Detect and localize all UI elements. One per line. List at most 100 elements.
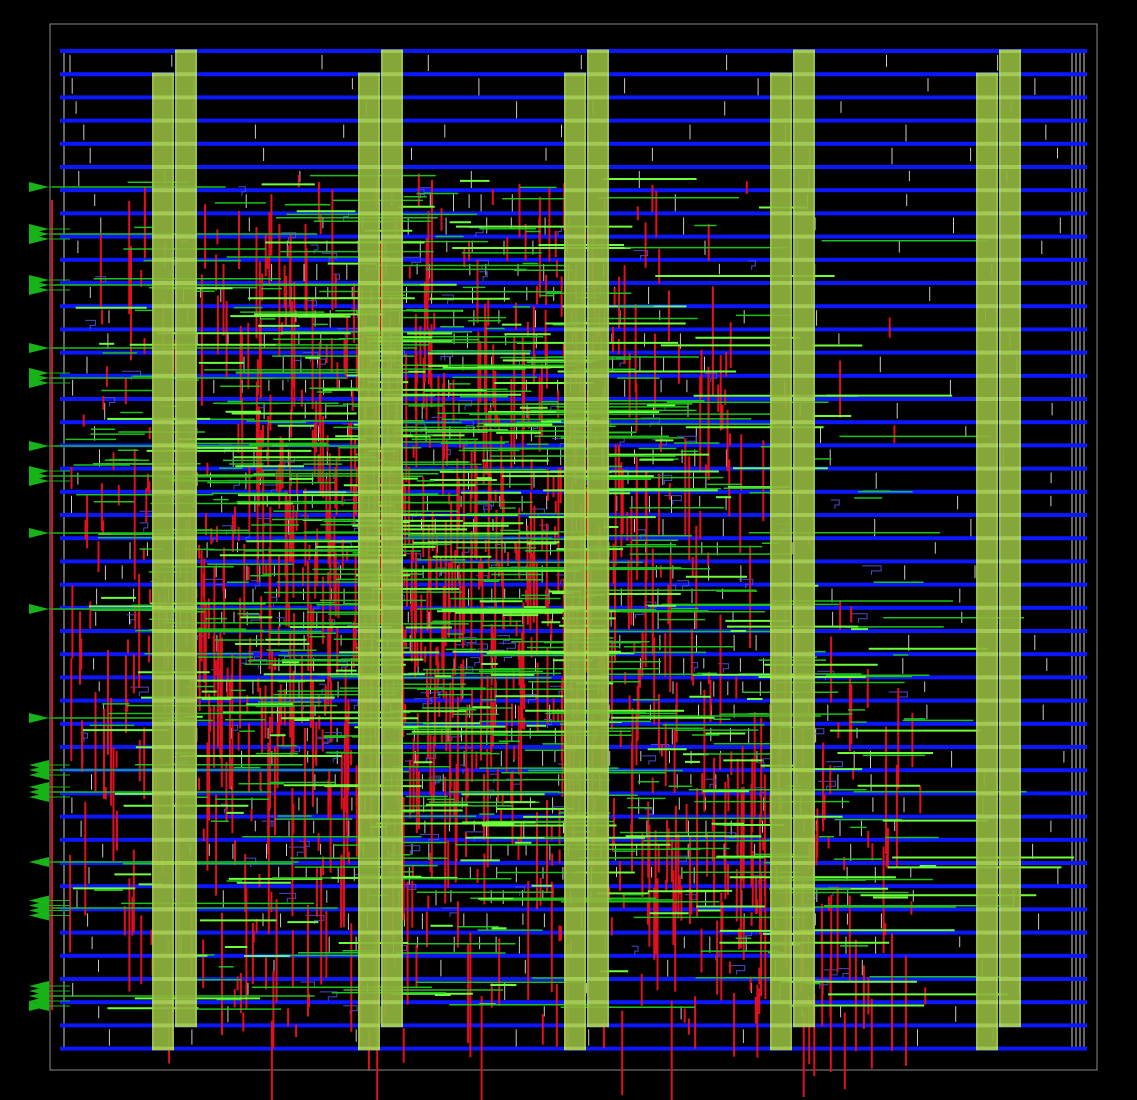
stripe-rail-via (152, 118, 174, 123)
via-shape (319, 991, 338, 1001)
stripe-rail-via (770, 930, 792, 935)
stripe-rail-via (358, 420, 380, 425)
stripe-rail-via (587, 118, 609, 123)
stripe-rail-via (175, 257, 197, 262)
stripe-rail-via (381, 72, 403, 77)
via-shape (479, 271, 488, 281)
stripe-rail-via (175, 582, 197, 587)
stripe-rail-via (587, 884, 609, 889)
via-shape (850, 613, 868, 623)
stripe-rail-via (999, 234, 1021, 239)
stripe-rail-via (793, 675, 815, 680)
via-shape (631, 945, 639, 956)
stripe-rail-via (999, 327, 1021, 332)
stripe-rail-via (381, 466, 403, 471)
stripe-rail-via (381, 930, 403, 935)
stripe-rail-via (770, 466, 792, 471)
power-rail (60, 49, 1087, 53)
via-shape (748, 260, 756, 270)
stripe-rail-via (152, 397, 174, 401)
stripe-rail-via (381, 884, 403, 889)
stripe-rail-via (381, 953, 403, 958)
stripe-rail-via (381, 907, 403, 912)
stripe-rail-via (999, 721, 1021, 726)
stripe-rail-via (976, 907, 998, 912)
stripe-rail-via (358, 513, 380, 517)
stripe-rail-via (381, 721, 403, 726)
stripe-rail-via (793, 652, 815, 657)
stripe-rail-via (793, 513, 815, 517)
stripe-rail-via (793, 281, 815, 285)
stripe-rail-via (587, 698, 609, 703)
stripe-rail-via (381, 745, 403, 749)
stripe-rail-via (152, 559, 174, 564)
stripe-rail-via (793, 443, 815, 448)
stripe-rail-via (564, 420, 586, 425)
stripe-rail-via (175, 373, 197, 378)
via-shape (279, 892, 297, 903)
stripe-rail-via (175, 350, 197, 355)
stripe-rail-via (358, 652, 380, 657)
via-shape (242, 614, 261, 624)
stripe-rail-via (358, 559, 380, 564)
stripe-rail-via (564, 745, 586, 749)
stripe-rail-via (999, 281, 1021, 285)
stripe-rail-via (152, 1046, 174, 1051)
power-stripe (793, 50, 815, 1027)
stripe-rail-via (152, 95, 174, 100)
stripe-rail-via (770, 1023, 792, 1028)
via-shape (642, 755, 657, 765)
io-pin-output-icon (29, 857, 49, 867)
stripe-rail-via (587, 536, 609, 541)
stripe-rail-via (587, 582, 609, 587)
stripe-rail-via (999, 791, 1021, 796)
stripe-rail-via (175, 814, 197, 819)
stripe-rail-via (358, 884, 380, 889)
stripe-rail-via (152, 443, 174, 448)
stripe-rail-via (770, 953, 792, 958)
via-shape (281, 232, 296, 242)
stripe-rail-via (564, 281, 586, 285)
stripe-rail-via (793, 629, 815, 633)
stripe-rail-via (175, 605, 197, 610)
power-stripe-pair (770, 49, 815, 1051)
stripe-rail-via (152, 582, 174, 587)
stripe-rail-via (770, 443, 792, 448)
via-shape (468, 227, 484, 237)
stripe-rail-via (770, 72, 792, 77)
stripe-rail-via (381, 257, 403, 262)
stripe-rail-via (381, 118, 403, 123)
stripe-rail-via (770, 420, 792, 425)
stripe-rail-via (793, 165, 815, 169)
stripe-rail-via (358, 304, 380, 309)
stripe-rail-via (999, 977, 1021, 981)
stripe-rail-via (175, 977, 197, 981)
stripe-rail-via (793, 397, 815, 401)
via-shape (85, 319, 96, 330)
stripe-rail-via (976, 1046, 998, 1051)
stripe-rail-via (770, 350, 792, 355)
stripe-rail-via (770, 257, 792, 262)
stripe-rail-via (564, 1046, 586, 1051)
via-shape (470, 657, 480, 667)
stripe-rail-via (152, 72, 174, 77)
stripe-rail-via (587, 930, 609, 935)
stripe-rail-via (770, 327, 792, 332)
stripe-rail-via (381, 698, 403, 703)
stripe-rail-via (999, 675, 1021, 680)
stripe-rail-via (976, 652, 998, 657)
stripe-rail-via (152, 211, 174, 216)
stripe-rail-via (152, 373, 174, 378)
stripe-rail-via (976, 373, 998, 378)
stripe-rail-via (587, 234, 609, 239)
stripe-rail-via (976, 1023, 998, 1028)
stripe-rail-via (381, 211, 403, 216)
stripe-rail-via (976, 559, 998, 564)
stripe-rail-via (358, 118, 380, 123)
stripe-rail-via (976, 861, 998, 865)
stripe-rail-via (587, 489, 609, 494)
stripe-rail-via (793, 350, 815, 355)
stripe-rail-via (152, 907, 174, 912)
stripe-rail-via (564, 95, 586, 100)
